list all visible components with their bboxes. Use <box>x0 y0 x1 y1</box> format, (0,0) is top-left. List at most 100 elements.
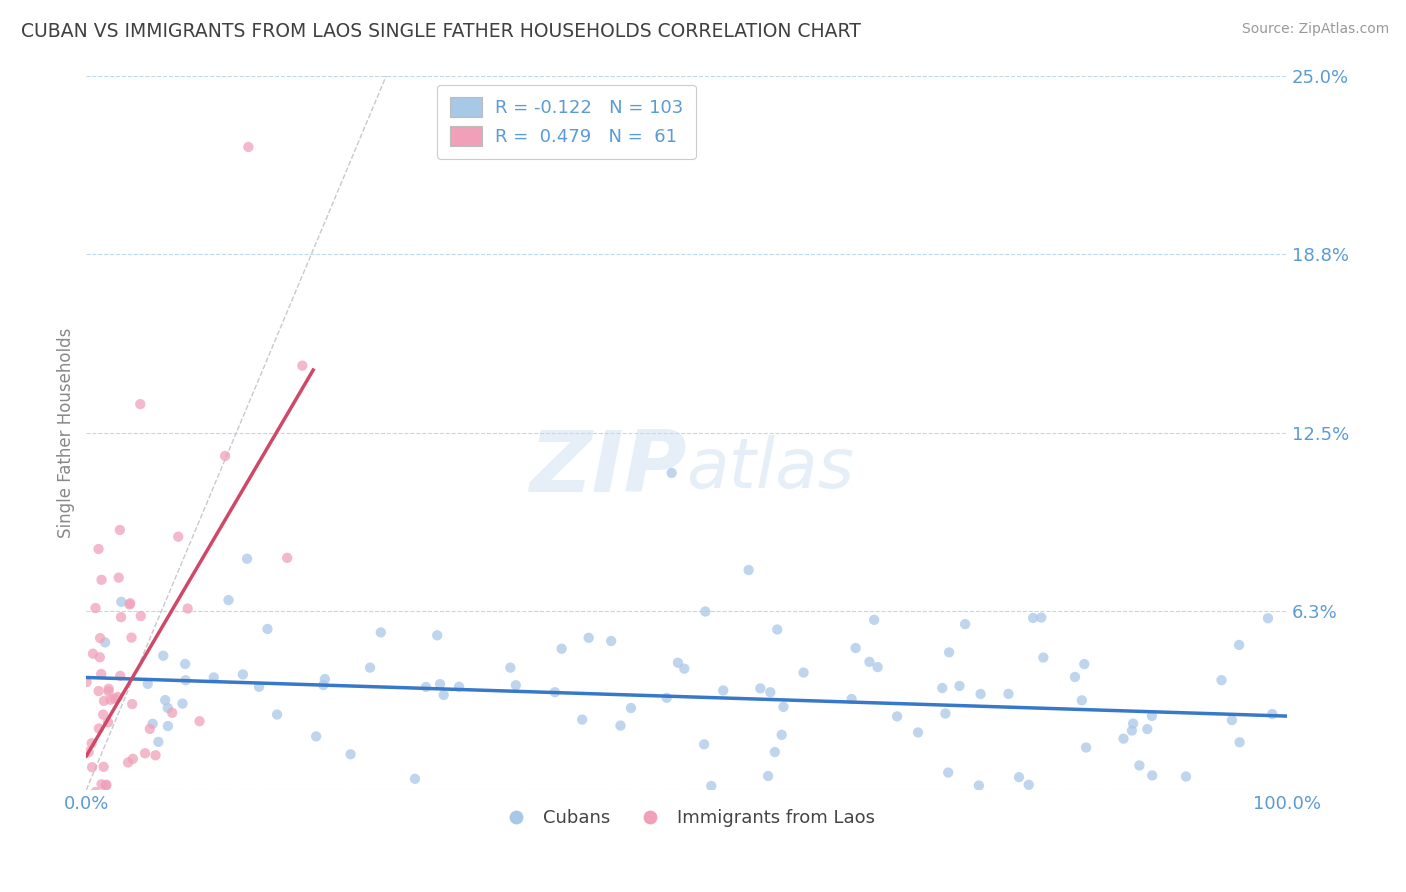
Point <box>97 681 120 696</box>
Point <box>666 656 689 670</box>
Point <box>1112 731 1135 746</box>
Point <box>1128 758 1150 772</box>
Point <box>1142 768 1164 782</box>
Point <box>76 675 98 690</box>
Point <box>107 690 129 704</box>
Point <box>934 706 956 721</box>
Point <box>578 631 600 645</box>
Point <box>770 728 793 742</box>
Point <box>232 667 254 681</box>
Point <box>359 660 381 674</box>
Point <box>174 673 197 688</box>
Point <box>156 701 179 715</box>
Point <box>1073 657 1095 671</box>
Point <box>766 623 789 637</box>
Point <box>79 812 101 826</box>
Point <box>87 541 110 556</box>
Point <box>127 812 149 826</box>
Point <box>122 752 145 766</box>
Point <box>90 667 112 681</box>
Point <box>1122 716 1144 731</box>
Point <box>87 722 110 736</box>
Point <box>103 812 125 826</box>
Point <box>1105 795 1128 809</box>
Text: atlas: atlas <box>686 435 855 502</box>
Point <box>433 688 456 702</box>
Point <box>176 805 198 820</box>
Point <box>167 530 190 544</box>
Point <box>89 650 111 665</box>
Point <box>148 735 170 749</box>
Point <box>1261 706 1284 721</box>
Point <box>100 692 122 706</box>
Point <box>772 699 794 714</box>
Point <box>153 693 176 707</box>
Point <box>121 697 143 711</box>
Point <box>90 812 112 826</box>
Legend: Cubans, Immigrants from Laos: Cubans, Immigrants from Laos <box>491 802 883 835</box>
Point <box>969 687 991 701</box>
Point <box>118 598 141 612</box>
Text: Source: ZipAtlas.com: Source: ZipAtlas.com <box>1241 22 1389 37</box>
Point <box>426 628 449 642</box>
Point <box>887 805 910 820</box>
Point <box>1140 709 1163 723</box>
Point <box>841 692 863 706</box>
Y-axis label: Single Father Households: Single Father Households <box>58 327 75 538</box>
Point <box>1018 778 1040 792</box>
Point <box>90 573 112 587</box>
Point <box>339 747 361 762</box>
Point <box>312 678 335 692</box>
Point <box>291 359 314 373</box>
Point <box>759 685 782 699</box>
Point <box>1008 770 1031 784</box>
Point <box>120 812 142 826</box>
Point <box>544 685 567 699</box>
Point <box>997 687 1019 701</box>
Point <box>214 449 236 463</box>
Point <box>145 748 167 763</box>
Point <box>129 397 152 411</box>
Point <box>620 701 643 715</box>
Point <box>176 601 198 615</box>
Point <box>97 684 120 698</box>
Point <box>695 605 717 619</box>
Point <box>907 725 929 739</box>
Point <box>96 778 118 792</box>
Point <box>1175 770 1198 784</box>
Point <box>1070 693 1092 707</box>
Point <box>188 714 211 729</box>
Point <box>1220 713 1243 727</box>
Point <box>77 745 100 759</box>
Point <box>858 655 880 669</box>
Point <box>84 785 107 799</box>
Point <box>845 641 868 656</box>
Point <box>938 645 960 659</box>
Point <box>1211 673 1233 688</box>
Point <box>967 779 990 793</box>
Point <box>1121 723 1143 738</box>
Point <box>370 625 392 640</box>
Point <box>673 662 696 676</box>
Point <box>127 805 149 819</box>
Point <box>134 746 156 760</box>
Point <box>655 690 678 705</box>
Point <box>129 609 152 624</box>
Point <box>276 550 298 565</box>
Point <box>863 613 886 627</box>
Point <box>429 677 451 691</box>
Point <box>80 760 103 774</box>
Point <box>763 745 786 759</box>
Point <box>609 718 631 732</box>
Point <box>730 792 752 806</box>
Point <box>107 571 129 585</box>
Point <box>80 736 103 750</box>
Point <box>202 670 225 684</box>
Point <box>948 679 970 693</box>
Point <box>314 672 336 686</box>
Point <box>661 466 683 480</box>
Point <box>142 716 165 731</box>
Point <box>1257 611 1279 625</box>
Point <box>100 812 122 826</box>
Point <box>600 634 623 648</box>
